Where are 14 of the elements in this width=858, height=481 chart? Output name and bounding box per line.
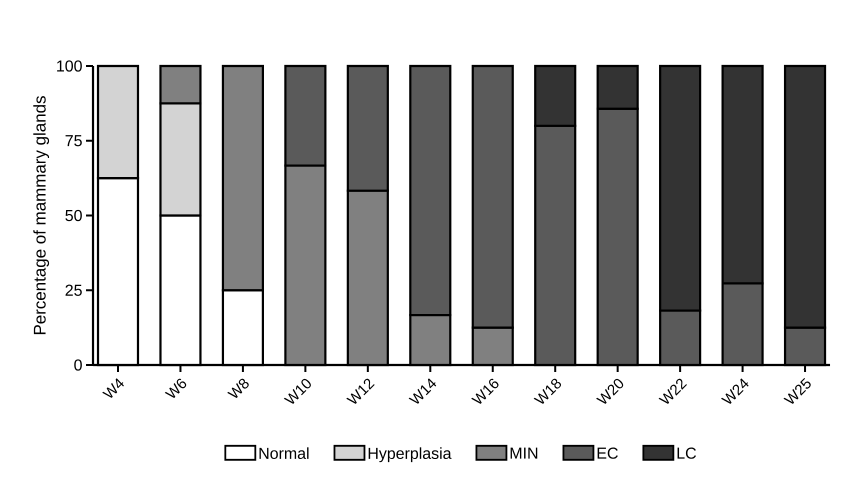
legend-label: EC — [598, 448, 618, 459]
y-axis-title: Percentage of mammary glands — [33, 96, 50, 334]
y-tick-label: 100 — [57, 60, 82, 72]
legend-label: MIN — [510, 448, 538, 459]
y-tick-label: 75 — [66, 135, 82, 146]
y-tick-label: 0 — [74, 359, 82, 371]
x-tick-label: W6 — [164, 378, 186, 398]
x-tick-label: W8 — [227, 378, 249, 398]
x-tick-label: W4 — [102, 378, 124, 398]
y-tick-label: 25 — [66, 284, 82, 296]
legend-label: Hyperplasia — [368, 447, 452, 462]
legend-label: Normal — [260, 447, 308, 460]
legend-label: LC — [678, 448, 696, 459]
y-tick-label: 50 — [65, 210, 82, 222]
